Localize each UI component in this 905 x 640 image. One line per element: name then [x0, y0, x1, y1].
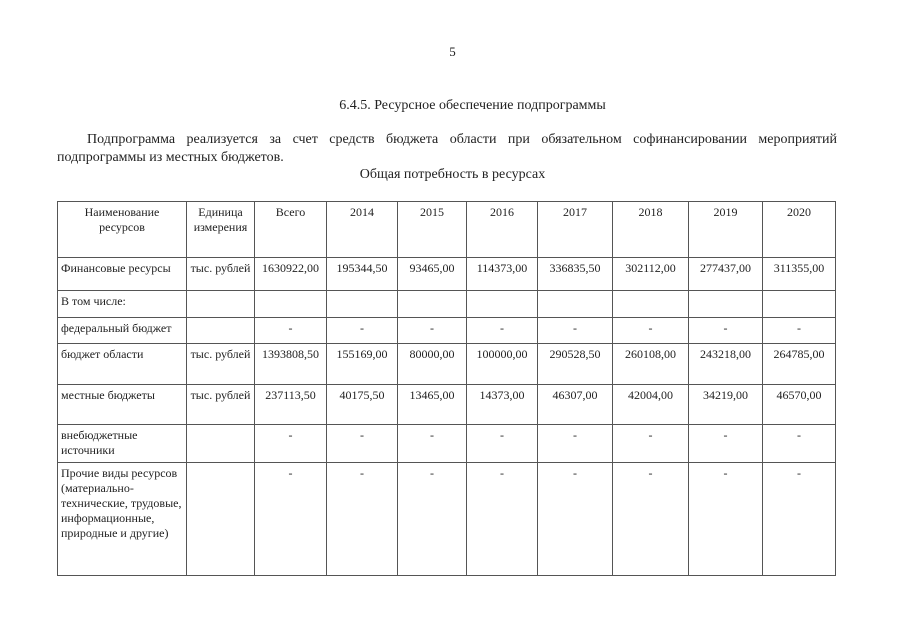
table-cell: [537, 290, 613, 318]
table-cell: 42004,00: [612, 384, 689, 425]
header-cell: 2014: [326, 201, 398, 258]
table-cell: -: [397, 317, 467, 344]
section-heading: 6.4.5. Ресурсное обеспечение подпрограмм…: [339, 98, 606, 113]
table-cell: -: [537, 462, 613, 576]
header-cell: Всего: [254, 201, 327, 258]
table-cell: [326, 290, 398, 318]
resource-name-cell: Прочие виды ресурсов (материально-технич…: [57, 462, 187, 576]
header-cell: 2018: [612, 201, 689, 258]
resource-name-cell: бюджет области: [57, 343, 187, 385]
table-cell: 1630922,00: [254, 257, 327, 291]
table-row: федеральный бюджет - - - - - - - -: [57, 317, 836, 344]
table-cell: -: [326, 462, 398, 576]
table-cell: 277437,00: [688, 257, 763, 291]
table-cell: -: [466, 462, 538, 576]
paragraph: Подпрограмма реализуется за счет средств…: [57, 132, 837, 165]
table-cell: 290528,50: [537, 343, 613, 385]
table-cell: -: [612, 462, 689, 576]
table-cell: 264785,00: [762, 343, 836, 385]
table-cell: -: [537, 424, 613, 463]
header-cell: 2015: [397, 201, 467, 258]
table-cell: -: [688, 462, 763, 576]
table-cell: [254, 290, 327, 318]
table-cell: -: [762, 462, 836, 576]
table-caption: Общая потребность в ресурсах: [359, 167, 546, 182]
resources-table: Наименование ресурсов Единица измерения Вс…: [57, 201, 836, 576]
table-cell: [688, 290, 763, 318]
table-cell: -: [326, 317, 398, 344]
table-cell: 34219,00: [688, 384, 763, 425]
table-cell: 237113,50: [254, 384, 327, 425]
table-cell: [762, 290, 836, 318]
table-cell: 100000,00: [466, 343, 538, 385]
table-cell: -: [762, 317, 836, 344]
table-cell: -: [612, 317, 689, 344]
table-header-row: Наименование ресурсов Единица измерения Вс…: [57, 201, 836, 258]
table-cell: 302112,00: [612, 257, 689, 291]
resource-name-cell: В том числе:: [57, 290, 187, 318]
header-cell: 2019: [688, 201, 763, 258]
table-cell: [186, 424, 255, 463]
table-cell: 13465,00: [397, 384, 467, 425]
table-cell: -: [466, 317, 538, 344]
resource-name-cell: федеральный бюджет: [57, 317, 187, 344]
table-cell: тыс. рублей: [186, 343, 255, 385]
table-cell: 80000,00: [397, 343, 467, 385]
table-cell: [186, 462, 255, 576]
table-row: Прочие виды ресурсов (материально-технич…: [57, 462, 836, 576]
table-cell: [397, 290, 467, 318]
table-cell: 311355,00: [762, 257, 836, 291]
table-cell: 93465,00: [397, 257, 467, 291]
header-cell: Наименование ресурсов: [57, 201, 187, 258]
table-cell: 46307,00: [537, 384, 613, 425]
resource-name-cell: Финансовые ресурсы: [57, 257, 187, 291]
header-cell: 2017: [537, 201, 613, 258]
table-cell: -: [762, 424, 836, 463]
header-cell: Единица измерения: [186, 201, 255, 258]
table-cell: -: [466, 424, 538, 463]
table-cell: [612, 290, 689, 318]
table-cell: 114373,00: [466, 257, 538, 291]
table-cell: -: [397, 462, 467, 576]
resource-name-cell: местные бюджеты: [57, 384, 187, 425]
table-row: Финансовые ресурсы тыс. рублей 1630922,00 1…: [57, 257, 836, 291]
table-cell: 40175,50: [326, 384, 398, 425]
table-row: бюджет области тыс. рублей 1393808,50 15516…: [57, 343, 836, 385]
table-cell: [186, 317, 255, 344]
table-cell: -: [254, 317, 327, 344]
table-row: местные бюджеты тыс. рублей 237113,50 40175…: [57, 384, 836, 425]
table-cell: 1393808,50: [254, 343, 327, 385]
table-cell: [186, 290, 255, 318]
table-cell: -: [254, 462, 327, 576]
table-cell: 195344,50: [326, 257, 398, 291]
table-cell: 243218,00: [688, 343, 763, 385]
table-row: внебюджетные источники - - - - - - - -: [57, 424, 836, 463]
table-cell: тыс. рублей: [186, 257, 255, 291]
table-cell: -: [612, 424, 689, 463]
table-cell: тыс. рублей: [186, 384, 255, 425]
resource-name-cell: внебюджетные источники: [57, 424, 187, 463]
table-cell: 260108,00: [612, 343, 689, 385]
table-cell: -: [537, 317, 613, 344]
header-cell: 2016: [466, 201, 538, 258]
table-cell: [466, 290, 538, 318]
table-cell: -: [326, 424, 398, 463]
table-cell: -: [397, 424, 467, 463]
table-cell: -: [688, 424, 763, 463]
table-cell: -: [254, 424, 327, 463]
table-cell: 336835,50: [537, 257, 613, 291]
header-cell: 2020: [762, 201, 836, 258]
table-cell: 14373,00: [466, 384, 538, 425]
table-cell: -: [688, 317, 763, 344]
table-row: В том числе:: [57, 290, 836, 318]
table-cell: 46570,00: [762, 384, 836, 425]
table-cell: 155169,00: [326, 343, 398, 385]
page-number: 5: [449, 44, 456, 59]
